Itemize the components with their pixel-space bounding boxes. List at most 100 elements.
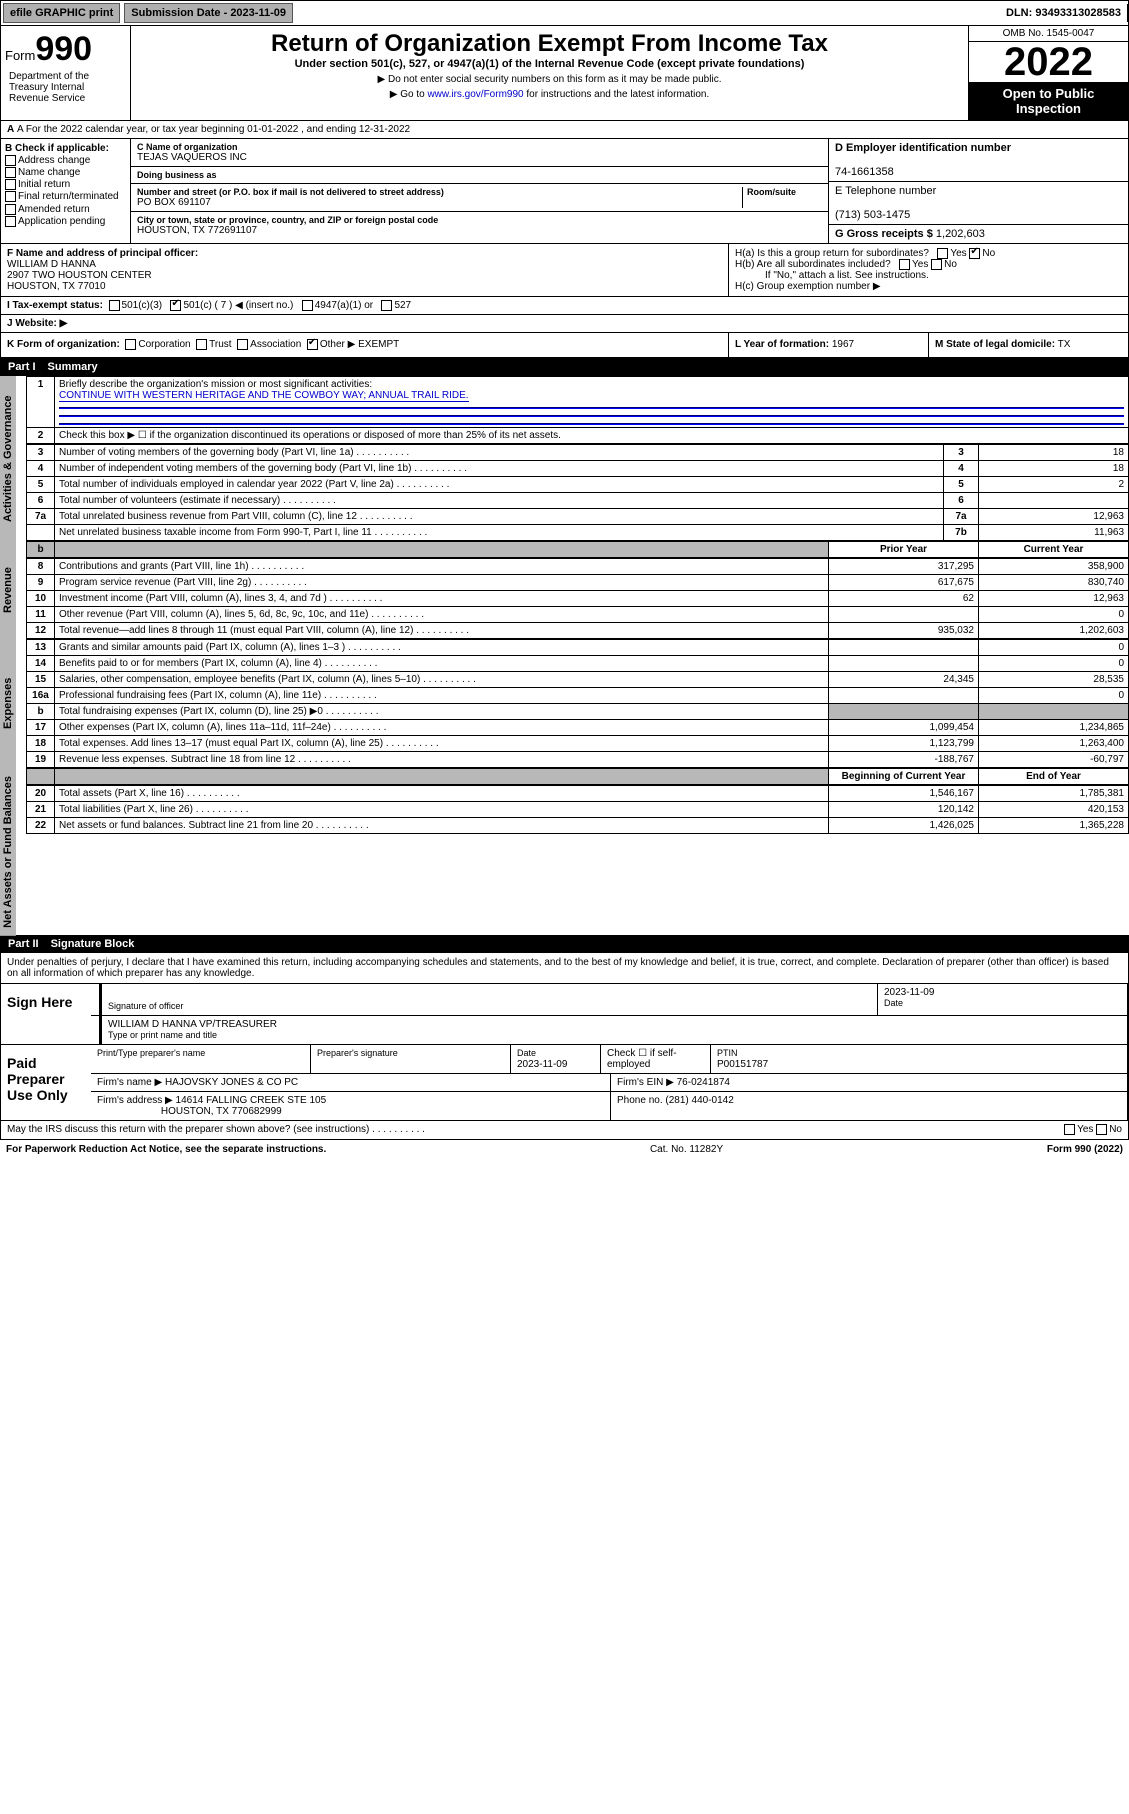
- table-row: 13Grants and similar amounts paid (Part …: [27, 639, 1129, 655]
- may-irs-row: May the IRS discuss this return with the…: [0, 1121, 1129, 1139]
- vtab-governance: Activities & Governance: [0, 376, 16, 541]
- box-de: D Employer identification number 74-1661…: [828, 139, 1128, 243]
- chk-address[interactable]: Address change: [5, 155, 126, 166]
- expenses-block: Expenses 13Grants and similar amounts pa…: [0, 639, 1129, 768]
- table-row: 5Total number of individuals employed in…: [27, 476, 1129, 492]
- gross-value: 1,202,603: [936, 228, 985, 240]
- paid-preparer-block: Paid Preparer Use Only Print/Type prepar…: [0, 1045, 1129, 1121]
- ein-value: 74-1661358: [835, 166, 894, 178]
- prep-selfemp[interactable]: Check ☐ if self-employed: [601, 1045, 711, 1073]
- vtab-netassets: Net Assets or Fund Balances: [0, 768, 16, 936]
- page-footer: For Paperwork Reduction Act Notice, see …: [0, 1140, 1129, 1159]
- firm-ein: 76-0241874: [677, 1077, 730, 1088]
- footer-form: Form 990 (2022): [1047, 1144, 1123, 1155]
- sig-officer-label: Signature of officer: [108, 1001, 183, 1011]
- vtab-expenses: Expenses: [0, 639, 16, 768]
- officer-addr2: HOUSTON, TX 77010: [7, 281, 106, 292]
- table-row: bTotal fundraising expenses (Part IX, co…: [27, 703, 1129, 719]
- footer-left: For Paperwork Reduction Act Notice, see …: [6, 1144, 326, 1155]
- sig-name: WILLIAM D HANNA VP/TREASURER: [108, 1019, 1121, 1030]
- table-row: 16aProfessional fundraising fees (Part I…: [27, 687, 1129, 703]
- dln-label: DLN: 93493313028583: [1000, 4, 1128, 22]
- form-number: Form990: [5, 30, 126, 69]
- q1-answer: CONTINUE WITH WESTERN HERITAGE AND THE C…: [59, 390, 469, 402]
- form-title: Return of Organization Exempt From Incom…: [139, 30, 960, 58]
- irs-link[interactable]: www.irs.gov/Form990: [427, 89, 523, 100]
- table-row: 14Benefits paid to or for members (Part …: [27, 655, 1129, 671]
- table-row: 6Total number of volunteers (estimate if…: [27, 492, 1129, 508]
- phone-label: E Telephone number: [835, 185, 936, 197]
- hb-label: H(b) Are all subordinates included? Yes …: [735, 259, 1122, 270]
- note-link: ▶ Go to www.irs.gov/Form990 for instruct…: [139, 89, 960, 100]
- table-row: 9Program service revenue (Part VIII, lin…: [27, 574, 1129, 590]
- officer-name: WILLIAM D HANNA: [7, 259, 96, 270]
- row-klm: K Form of organization: Corporation Trus…: [0, 333, 1129, 357]
- table-row: 10Investment income (Part VIII, column (…: [27, 590, 1129, 606]
- officer-label: F Name and address of principal officer:: [7, 248, 198, 259]
- part2-header: Part II Signature Block: [0, 935, 1129, 953]
- vtab-revenue: Revenue: [0, 541, 16, 639]
- revenue-block: Revenue bPrior YearCurrent Year 8Contrib…: [0, 541, 1129, 639]
- hc-label: H(c) Group exemption number ▶: [735, 281, 1122, 292]
- efile-print-button[interactable]: efile GRAPHIC print: [3, 3, 120, 23]
- gross-label: G Gross receipts $: [835, 228, 933, 240]
- sig-date-label: Date: [884, 998, 903, 1008]
- table-row: 4Number of independent voting members of…: [27, 460, 1129, 476]
- prep-sig-label: Preparer's signature: [317, 1048, 398, 1058]
- netassets-block: Net Assets or Fund Balances Beginning of…: [0, 768, 1129, 936]
- table-row: 17Other expenses (Part IX, column (A), l…: [27, 719, 1129, 735]
- q2-label: Check this box ▶ ☐ if the organization d…: [55, 427, 1129, 443]
- chk-final[interactable]: Final return/terminated: [5, 191, 126, 202]
- table-row: 19Revenue less expenses. Subtract line 1…: [27, 751, 1129, 767]
- part1-header: Part I Summary: [0, 358, 1129, 376]
- org-name-label: C Name of organization: [137, 142, 822, 152]
- ha-label: H(a) Is this a group return for subordin…: [735, 248, 1122, 259]
- addr-value: PO BOX 691107: [137, 197, 742, 208]
- box-c: C Name of organization TEJAS VAQUEROS IN…: [131, 139, 828, 243]
- officer-addr1: 2907 TWO HOUSTON CENTER: [7, 270, 152, 281]
- current-year-header: Current Year: [979, 541, 1129, 557]
- form-header: Form990 Department of the Treasury Inter…: [0, 26, 1129, 121]
- org-name: TEJAS VAQUEROS INC: [137, 152, 822, 163]
- firm-name: HAJOVSKY JONES & CO PC: [165, 1077, 298, 1088]
- submission-date-button[interactable]: Submission Date - 2023-11-09: [124, 3, 293, 23]
- ptin-value: P00151787: [717, 1059, 768, 1070]
- sig-name-label: Type or print name and title: [108, 1030, 217, 1040]
- firm-addr1: 14614 FALLING CREEK STE 105: [176, 1095, 327, 1106]
- table-row: 20Total assets (Part X, line 16)1,546,16…: [27, 785, 1129, 801]
- line-a: A A For the 2022 calendar year, or tax y…: [0, 121, 1129, 139]
- hb-note: If "No," attach a list. See instructions…: [735, 270, 1122, 281]
- chk-initial[interactable]: Initial return: [5, 179, 126, 190]
- box-b: B Check if applicable: Address change Na…: [1, 139, 131, 243]
- firm-addr2: HOUSTON, TX 770682999: [161, 1106, 282, 1117]
- sign-here-block: Sign Here Signature of officer 2023-11-0…: [0, 984, 1129, 1045]
- ptin-label: PTIN: [717, 1048, 738, 1058]
- city-value: HOUSTON, TX 772691107: [137, 225, 822, 236]
- section-bcdefg: B Check if applicable: Address change Na…: [0, 139, 1129, 244]
- firm-phone: (281) 440-0142: [665, 1095, 733, 1106]
- table-row: 22Net assets or fund balances. Subtract …: [27, 817, 1129, 833]
- paid-preparer-label: Paid Preparer Use Only: [1, 1045, 91, 1120]
- chk-pending[interactable]: Application pending: [5, 216, 126, 227]
- table-row: 8Contributions and grants (Part VIII, li…: [27, 558, 1129, 574]
- phone-value: (713) 503-1475: [835, 209, 910, 221]
- q1-label: Briefly describe the organization's miss…: [59, 379, 372, 390]
- addr-label: Number and street (or P.O. box if mail i…: [137, 187, 742, 197]
- prep-date-label: Date: [517, 1048, 536, 1058]
- table-row: 18Total expenses. Add lines 13–17 (must …: [27, 735, 1129, 751]
- open-public-badge: Open to Public Inspection: [969, 82, 1128, 120]
- city-label: City or town, state or province, country…: [137, 215, 822, 225]
- note-ssn: ▶ Do not enter social security numbers o…: [139, 74, 960, 85]
- sign-here-label: Sign Here: [1, 984, 91, 1044]
- table-row: Net unrelated business taxable income fr…: [27, 524, 1129, 540]
- ein-label: D Employer identification number: [835, 142, 1011, 154]
- chk-amended[interactable]: Amended return: [5, 204, 126, 215]
- table-row: 15Salaries, other compensation, employee…: [27, 671, 1129, 687]
- table-row: 3Number of voting members of the governi…: [27, 444, 1129, 460]
- chk-name[interactable]: Name change: [5, 167, 126, 178]
- penalty-text: Under penalties of perjury, I declare th…: [0, 953, 1129, 984]
- row-j: J Website: ▶: [0, 315, 1129, 333]
- dept-label: Department of the Treasury Internal Reve…: [5, 69, 126, 106]
- end-year-header: End of Year: [979, 768, 1129, 784]
- table-row: 7aTotal unrelated business revenue from …: [27, 508, 1129, 524]
